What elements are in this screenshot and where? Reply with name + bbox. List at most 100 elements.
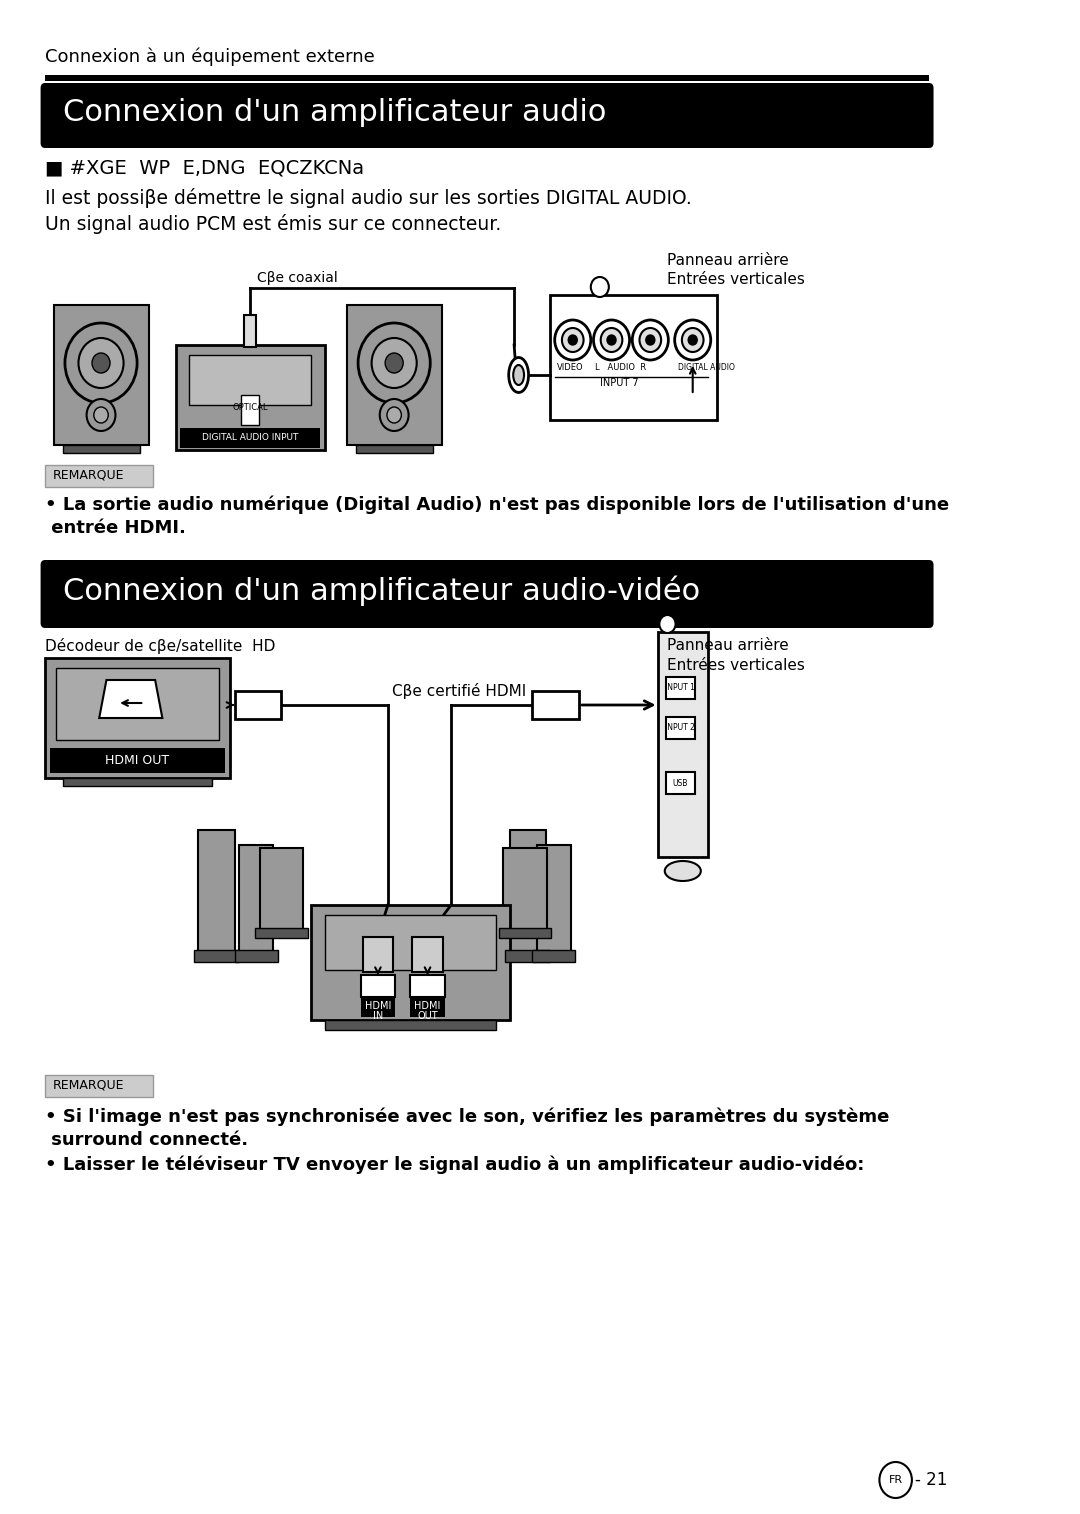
- Text: Cβe coaxial: Cβe coaxial: [257, 271, 338, 285]
- Text: Cβe certifié HDMI: Cβe certifié HDMI: [392, 683, 527, 699]
- Bar: [45, 659, 230, 778]
- Text: VIDEO: VIDEO: [557, 363, 584, 372]
- Bar: [50, 748, 226, 774]
- Circle shape: [681, 329, 703, 351]
- Circle shape: [387, 407, 402, 422]
- Bar: [325, 914, 496, 970]
- Bar: [363, 937, 393, 972]
- Bar: [348, 304, 442, 445]
- Bar: [54, 304, 149, 445]
- Text: REMARQUE: REMARQUE: [52, 469, 124, 481]
- Bar: [45, 465, 153, 488]
- Circle shape: [600, 329, 622, 351]
- Text: Un signal audio PCM est émis sur ce connecteur.: Un signal audio PCM est émis sur ce conn…: [45, 213, 501, 235]
- Circle shape: [92, 353, 110, 372]
- Text: HDMI OUT: HDMI OUT: [105, 754, 170, 766]
- Bar: [665, 718, 696, 739]
- Bar: [241, 395, 259, 425]
- Text: REMARQUE: REMARQUE: [52, 1079, 124, 1092]
- Text: Panneau arrière: Panneau arrière: [667, 637, 789, 653]
- Text: Entrées verticales: Entrées verticales: [667, 659, 806, 674]
- Bar: [413, 937, 443, 972]
- Text: Connexion à un équipement externe: Connexion à un équipement externe: [45, 48, 375, 67]
- Bar: [325, 1020, 496, 1030]
- Bar: [356, 445, 433, 453]
- Text: INPUT 1: INPUT 1: [665, 683, 696, 692]
- Text: Entrées verticales: Entrées verticales: [667, 273, 806, 288]
- Text: DIGITAL AUDIO INPUT: DIGITAL AUDIO INPUT: [202, 433, 298, 442]
- Text: INPUT 7: INPUT 7: [600, 378, 639, 388]
- Circle shape: [359, 322, 430, 403]
- Bar: [665, 677, 696, 699]
- Bar: [189, 354, 311, 406]
- Text: surround connecté.: surround connecté.: [45, 1131, 248, 1149]
- Text: Connexion d'un amplificateur audio: Connexion d'un amplificateur audio: [63, 98, 607, 127]
- Text: IN: IN: [373, 1011, 383, 1020]
- Bar: [537, 845, 571, 960]
- Text: ■ #XGE  WP  E,DNG  EQCZKCNa: ■ #XGE WP E,DNG EQCZKCNa: [45, 157, 364, 177]
- Circle shape: [562, 329, 583, 351]
- Bar: [234, 949, 278, 961]
- Text: INPUT 2: INPUT 2: [665, 724, 696, 733]
- Bar: [176, 345, 325, 450]
- Circle shape: [65, 322, 137, 403]
- Bar: [260, 848, 303, 933]
- Text: DIGITAL AUDIO: DIGITAL AUDIO: [678, 363, 735, 372]
- Ellipse shape: [513, 365, 524, 385]
- Circle shape: [688, 335, 698, 345]
- Bar: [550, 295, 717, 419]
- Text: HDMI: HDMI: [365, 1001, 391, 1011]
- Bar: [63, 778, 212, 786]
- Text: • Si l'image n'est pas synchronisée avec le son, vérifiez les paramètres du syst: • Si l'image n'est pas synchronisée avec…: [45, 1107, 890, 1125]
- Ellipse shape: [509, 357, 528, 392]
- Bar: [532, 690, 579, 719]
- Circle shape: [386, 353, 403, 372]
- Circle shape: [568, 335, 577, 345]
- Bar: [532, 949, 576, 961]
- Bar: [255, 928, 308, 939]
- Bar: [361, 998, 395, 1017]
- Bar: [234, 690, 282, 719]
- Bar: [56, 668, 219, 740]
- Text: L   AUDIO  R: L AUDIO R: [595, 363, 647, 372]
- Bar: [311, 905, 510, 1020]
- Bar: [239, 845, 273, 960]
- Circle shape: [94, 407, 108, 422]
- Text: FR: FR: [889, 1475, 903, 1485]
- Text: • Laisser le téléviseur TV envoyer le signal audio à un amplificateur audio-vidé: • Laisser le téléviseur TV envoyer le si…: [45, 1155, 864, 1173]
- Text: OUT: OUT: [417, 1011, 437, 1020]
- Polygon shape: [99, 680, 162, 718]
- Bar: [199, 830, 234, 960]
- Text: HDMI: HDMI: [415, 1001, 441, 1011]
- Circle shape: [79, 338, 123, 388]
- Text: entrée HDMI.: entrée HDMI.: [45, 519, 186, 537]
- Bar: [503, 848, 546, 933]
- Circle shape: [879, 1463, 912, 1497]
- Circle shape: [380, 400, 408, 431]
- Bar: [510, 830, 545, 960]
- Bar: [410, 975, 445, 998]
- Text: OPTICAL: OPTICAL: [232, 404, 268, 412]
- Bar: [45, 76, 929, 82]
- Circle shape: [675, 319, 711, 360]
- Circle shape: [646, 335, 654, 345]
- FancyBboxPatch shape: [41, 83, 933, 148]
- Text: Panneau arrière: Panneau arrière: [667, 253, 789, 268]
- Circle shape: [639, 329, 661, 351]
- Text: - 21: - 21: [916, 1472, 948, 1488]
- Bar: [243, 315, 256, 347]
- Circle shape: [372, 338, 417, 388]
- Text: USB: USB: [673, 778, 688, 787]
- Bar: [45, 1075, 153, 1098]
- FancyBboxPatch shape: [41, 560, 933, 628]
- Ellipse shape: [665, 861, 701, 881]
- Bar: [505, 949, 550, 961]
- Bar: [410, 998, 445, 1017]
- Text: Décodeur de cβe/satellite  HD: Décodeur de cβe/satellite HD: [45, 637, 275, 654]
- Circle shape: [659, 615, 676, 633]
- Text: Connexion d'un amplificateur audio-vidéo: Connexion d'un amplificateur audio-vidéo: [63, 575, 700, 606]
- Bar: [659, 631, 708, 857]
- Circle shape: [594, 319, 630, 360]
- Bar: [361, 975, 395, 998]
- Text: • La sortie audio numérique (Digital Audio) n'est pas disponible lors de l'utili: • La sortie audio numérique (Digital Aud…: [45, 495, 949, 513]
